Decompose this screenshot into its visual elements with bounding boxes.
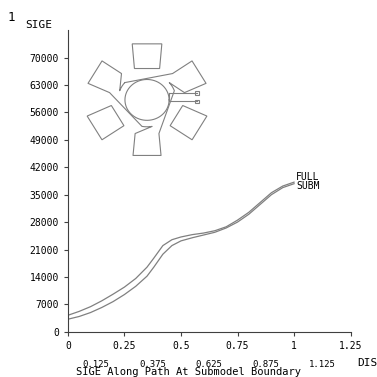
Bar — [195, 100, 199, 103]
Text: SIGE: SIGE — [25, 20, 52, 30]
Text: FULL: FULL — [296, 172, 320, 182]
Bar — [195, 91, 199, 95]
Text: 0.875: 0.875 — [252, 360, 279, 369]
Text: DIST: DIST — [357, 358, 377, 368]
Text: 1.125: 1.125 — [309, 360, 336, 369]
Text: 0.375: 0.375 — [139, 360, 166, 369]
Text: 0.625: 0.625 — [196, 360, 223, 369]
Text: 0.125: 0.125 — [83, 360, 110, 369]
Text: SUBM: SUBM — [296, 181, 320, 191]
Text: 1: 1 — [8, 11, 15, 24]
Text: SIGE Along Path At Submodel Boundary: SIGE Along Path At Submodel Boundary — [76, 367, 301, 377]
